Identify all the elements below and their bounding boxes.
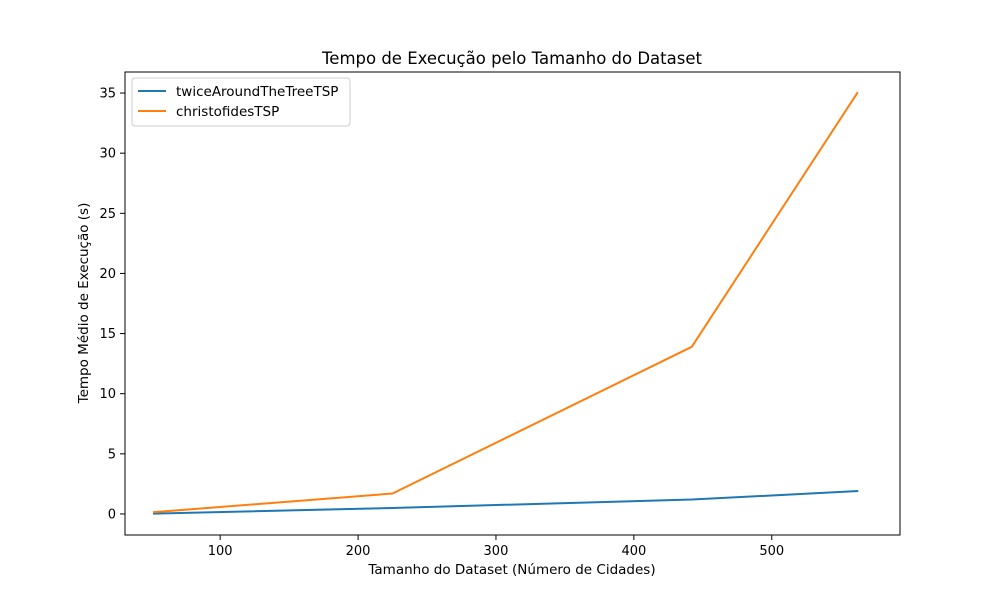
x-axis-title: Tamanho do Dataset (Número de Cidades) bbox=[367, 562, 655, 578]
x-tick-label: 200 bbox=[346, 544, 371, 559]
series-line-0 bbox=[152, 490, 859, 515]
legend-label-1: christofidesTSP bbox=[176, 104, 279, 120]
legend: twiceAroundTheTreeTSP christofidesTSP bbox=[131, 77, 351, 127]
series-line-1 bbox=[152, 91, 859, 514]
y-tick-label: 30 bbox=[99, 147, 116, 162]
chart-title: Tempo de Execução pelo Tamanho do Datase… bbox=[321, 49, 702, 68]
x-tick-label: 400 bbox=[621, 544, 646, 559]
y-tick-label: 15 bbox=[99, 327, 116, 342]
x-tick-label: 300 bbox=[484, 544, 509, 559]
legend-label-0: twiceAroundTheTreeTSP bbox=[176, 84, 338, 100]
y-tick-label: 25 bbox=[99, 207, 116, 222]
x-tick-label: 500 bbox=[759, 544, 784, 559]
y-tick-label: 35 bbox=[99, 87, 116, 102]
legend-box bbox=[131, 77, 351, 127]
y-tick-label: 5 bbox=[108, 447, 116, 462]
y-tick-label: 20 bbox=[99, 267, 116, 282]
axes-frame bbox=[124, 71, 901, 536]
y-tick-label: 0 bbox=[108, 507, 116, 522]
y-axis-title: Tempo Médio de Execução (s) bbox=[76, 203, 92, 405]
x-tick-label: 100 bbox=[208, 544, 233, 559]
plot-area: 100 200 300 400 500 0 5 10 15 20 25 30 35 bbox=[99, 71, 901, 559]
y-tick-label: 10 bbox=[99, 387, 116, 402]
